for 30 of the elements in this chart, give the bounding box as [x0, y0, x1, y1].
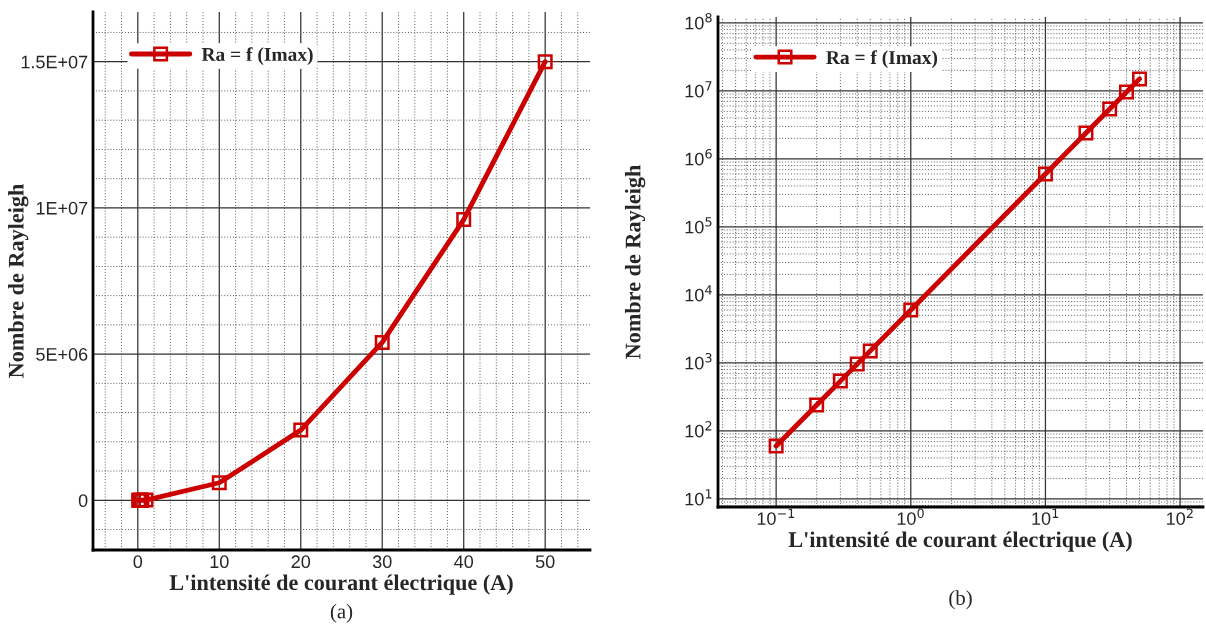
- y-tick-label: 10$^{2}$: [685, 421, 712, 438]
- y-tick-label: 0: [78, 494, 88, 508]
- x-tick-label: 10$^{−1}$: [757, 508, 795, 525]
- y-tick-label: 1E+07: [36, 201, 88, 215]
- legend-label: Ra = f (Imax): [826, 50, 938, 69]
- y-axis-title: Nombre de Rayleigh: [624, 165, 646, 359]
- x-tick-label: 20: [291, 555, 311, 569]
- y-tick-label: 10$^{1}$: [685, 489, 712, 506]
- y-tick-label: 10$^{3}$: [685, 353, 712, 370]
- x-tick-label: 10: [210, 555, 229, 569]
- y-tick-label: 10$^{7}$: [685, 81, 712, 98]
- y-tick-label: 1.5E+07: [21, 55, 88, 69]
- x-axis-title: L'intensité de courant électrique (A): [169, 574, 513, 595]
- y-tick-label: 10$^{5}$: [685, 217, 712, 234]
- y-axis-title: Nombre de Rayleigh: [8, 184, 29, 378]
- x-axis-title: L'intensité de courant électrique (A): [788, 531, 1132, 552]
- text: (a): [330, 603, 353, 623]
- x-tick-label: 50: [535, 555, 555, 569]
- legend-label: Ra = f (Imax): [201, 47, 313, 65]
- x-tick-label: 0: [133, 555, 143, 569]
- x-tick-label: 10$^{0}$: [897, 508, 924, 525]
- text: (b): [949, 590, 972, 610]
- y-tick-label: 10$^{4}$: [685, 285, 712, 302]
- x-tick-label: 40: [454, 555, 474, 569]
- y-tick-label: 10$^{6}$: [685, 148, 712, 166]
- x-tick-label: 30: [372, 555, 392, 569]
- y-tick-label: 10$^{8}$: [685, 12, 712, 30]
- y-tick-label: 5E+06: [36, 348, 88, 361]
- x-tick-label: 10$^{2}$: [1167, 508, 1193, 525]
- x-tick-label: 10$^{1}$: [1032, 508, 1059, 525]
